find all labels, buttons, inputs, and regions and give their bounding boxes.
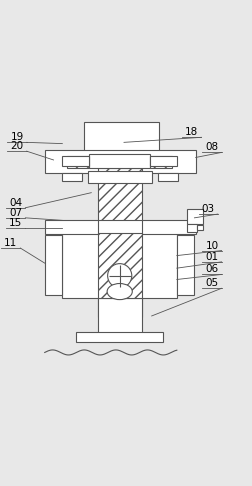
- Bar: [45, 150, 195, 173]
- Bar: [176, 235, 194, 295]
- Bar: [62, 173, 82, 181]
- Bar: [45, 235, 62, 295]
- Bar: [97, 298, 141, 333]
- Bar: [67, 156, 88, 168]
- Bar: [97, 168, 141, 317]
- Bar: [150, 156, 176, 166]
- Bar: [62, 233, 176, 298]
- Text: 20: 20: [10, 141, 23, 151]
- Bar: [186, 209, 202, 224]
- Bar: [87, 171, 151, 183]
- Bar: [62, 156, 88, 166]
- Text: 04: 04: [9, 198, 22, 208]
- Bar: [97, 233, 141, 298]
- Bar: [88, 154, 150, 168]
- Text: 15: 15: [9, 218, 22, 228]
- Bar: [150, 156, 171, 168]
- Text: 05: 05: [205, 278, 218, 288]
- Text: 06: 06: [205, 264, 218, 275]
- Text: 07: 07: [9, 208, 22, 218]
- Text: 11: 11: [4, 238, 17, 248]
- Bar: [76, 332, 162, 342]
- Bar: [157, 173, 177, 181]
- Text: 03: 03: [201, 204, 214, 214]
- Text: 10: 10: [205, 241, 218, 250]
- Text: 08: 08: [205, 142, 218, 153]
- Text: 19: 19: [10, 132, 24, 142]
- Text: 01: 01: [205, 252, 218, 262]
- Text: 18: 18: [184, 127, 198, 137]
- Bar: [186, 224, 196, 232]
- Circle shape: [107, 263, 131, 288]
- Bar: [196, 226, 202, 230]
- Bar: [45, 220, 195, 234]
- Ellipse shape: [107, 283, 132, 299]
- Bar: [83, 122, 159, 151]
